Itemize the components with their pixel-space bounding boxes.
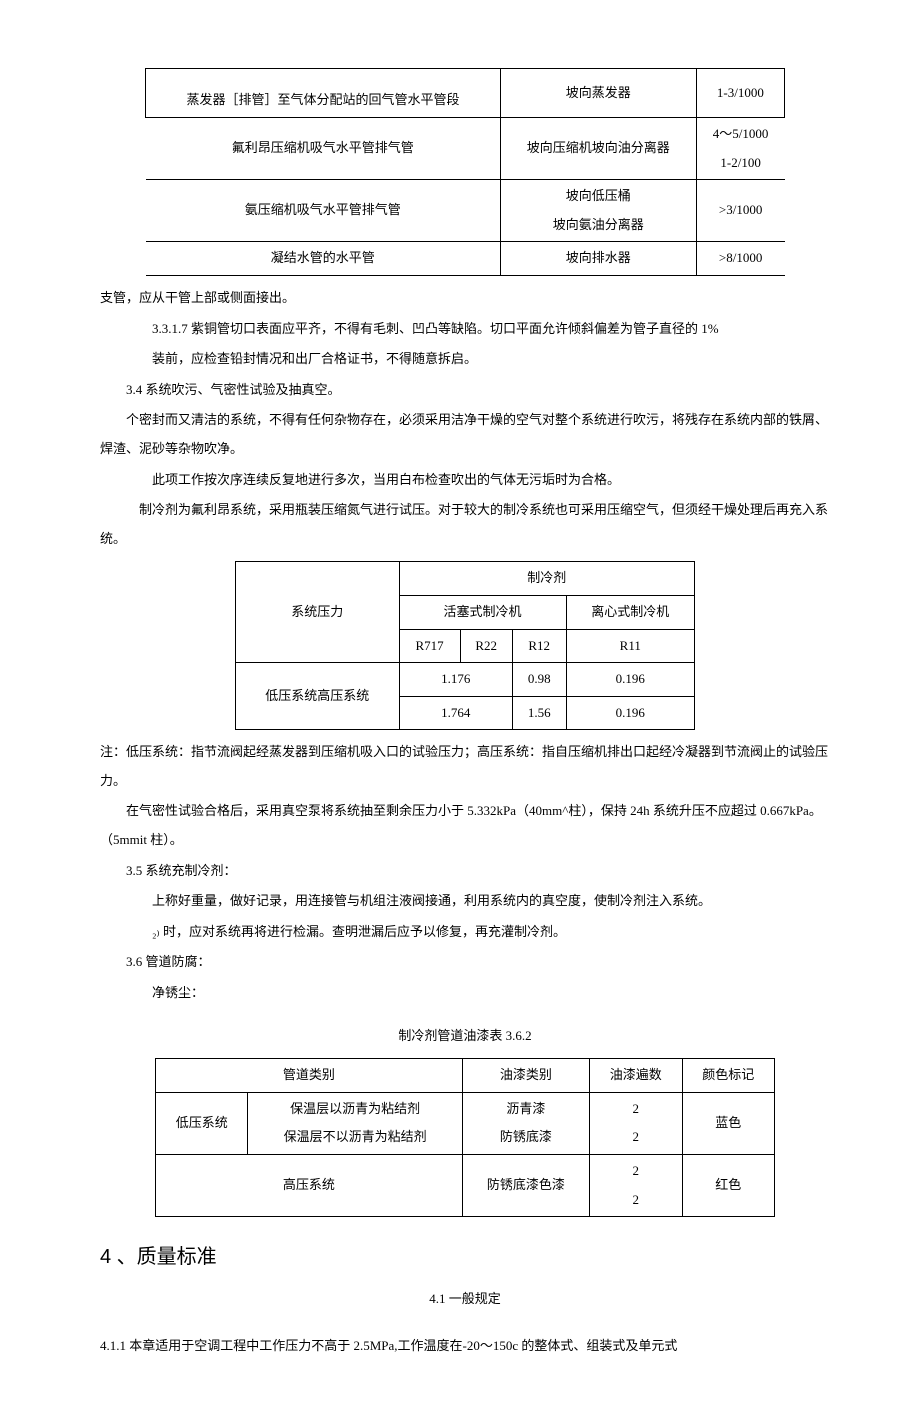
cell: 2 2 bbox=[590, 1092, 682, 1154]
cell: 氨压缩机吸气水平管排气管 bbox=[146, 180, 501, 242]
cell: 红色 bbox=[682, 1155, 774, 1217]
cell: 系统压力 bbox=[236, 562, 400, 663]
section-heading: 3.6 管道防腐： bbox=[126, 948, 830, 977]
subsection-heading: 4.1 一般规定 bbox=[100, 1285, 830, 1314]
cell: 0.98 bbox=[512, 663, 566, 697]
cell: 坡向低压桶 坡向氨油分离器 bbox=[500, 180, 696, 242]
cell: 凝结水管的水平管 bbox=[146, 242, 501, 276]
table-caption: 制冷剂管道油漆表 3.6.2 bbox=[100, 1022, 830, 1051]
paragraph: 上称好重量，做好记录，用连接管与机组注液阀接通，利用系统内的真空度，使制冷剂注入… bbox=[126, 887, 830, 916]
table-paint: 管道类别 油漆类别 油漆遍数 颜色标记 低压系统 保温层以沥青为粘结剂 保温层不… bbox=[155, 1058, 775, 1217]
cell: 蒸发器［排管］至气体分配站的回气管水平管段 bbox=[146, 69, 501, 118]
cell: R22 bbox=[460, 629, 512, 663]
cell: R12 bbox=[512, 629, 566, 663]
paragraph: 个密封而又清洁的系统，不得有任何杂物存在，必须采用洁净干燥的空气对整个系统进行吹… bbox=[100, 406, 830, 463]
cell: 氟利昂压缩机吸气水平管排气管 bbox=[146, 118, 501, 180]
table-row: 蒸发器［排管］至气体分配站的回气管水平管段 坡向蒸发器 1-3/1000 bbox=[146, 69, 785, 118]
cell: 1.764 bbox=[399, 696, 512, 730]
cell: R717 bbox=[399, 629, 460, 663]
cell: >8/1000 bbox=[696, 242, 784, 276]
paragraph: 在气密性试验合格后，采用真空泵将系统抽至剩余压力小于 5.332kPa（40mm… bbox=[100, 797, 830, 854]
cell: 高压系统 bbox=[156, 1155, 463, 1217]
paragraph: 制冷剂为氟利昂系统，采用瓶装压缩氮气进行试压。对于较大的制冷系统也可采用压缩空气… bbox=[100, 496, 830, 553]
cell: 低压系统 bbox=[156, 1092, 248, 1154]
section-heading: 3.5 系统充制冷剂： bbox=[126, 857, 830, 886]
table-row: 凝结水管的水平管 坡向排水器 >8/1000 bbox=[146, 242, 785, 276]
cell: 1-3/1000 bbox=[696, 69, 784, 118]
section-heading: 3.4 系统吹污、气密性试验及抽真空。 bbox=[126, 376, 830, 405]
paragraph: 净锈尘： bbox=[126, 979, 830, 1008]
cell: 油漆类别 bbox=[462, 1059, 589, 1093]
paragraph: 此项工作按次序连续反复地进行多次，当用白布检查吹出的气体无污垢时为合格。 bbox=[126, 466, 830, 495]
cell: 2 2 bbox=[590, 1155, 682, 1217]
cell: 0.196 bbox=[566, 696, 694, 730]
table-row: 管道类别 油漆类别 油漆遍数 颜色标记 bbox=[156, 1059, 775, 1093]
paragraph-note: 注：低压系统：指节流阀起经蒸发器到压缩机吸入口的试验压力；高压系统：指自压缩机排… bbox=[100, 738, 830, 795]
cell: 防锈底漆色漆 bbox=[462, 1155, 589, 1217]
paragraph: 4.1.1 本章适用于空调工程中工作压力不高于 2.5MPa,工作温度在-20～… bbox=[100, 1332, 830, 1361]
cell: 制冷剂 bbox=[399, 562, 694, 596]
cell: >3/1000 bbox=[696, 180, 784, 242]
cell: 1.176 bbox=[399, 663, 512, 697]
table-row: 高压系统 防锈底漆色漆 2 2 红色 bbox=[156, 1155, 775, 1217]
cell: 1.56 bbox=[512, 696, 566, 730]
cell: 保温层以沥青为粘结剂 保温层不以沥青为粘结剂 bbox=[248, 1092, 462, 1154]
paragraph: 3.3.1.7 紫铜管切口表面应平齐，不得有毛刺、凹凸等缺陷。切口平面允许倾斜偏… bbox=[126, 315, 830, 344]
cell: 活塞式制冷机 bbox=[399, 595, 566, 629]
paragraph: 装前，应检查铅封情况和出厂合格证书，不得随意拆启。 bbox=[126, 345, 830, 374]
cell: R11 bbox=[566, 629, 694, 663]
cell: 管道类别 bbox=[156, 1059, 463, 1093]
cell: 低压系统高压系统 bbox=[236, 663, 400, 730]
section-heading-4: 4 、质量标准 bbox=[100, 1235, 830, 1279]
cell: 坡向蒸发器 bbox=[500, 69, 696, 118]
cell: 沥青漆 防锈底漆 bbox=[462, 1092, 589, 1154]
cell: 4～5/1000 1-2/100 bbox=[696, 118, 784, 180]
cell: 坡向排水器 bbox=[500, 242, 696, 276]
table-slope: 蒸发器［排管］至气体分配站的回气管水平管段 坡向蒸发器 1-3/1000 氟利昂… bbox=[145, 68, 785, 276]
cell: 蓝色 bbox=[682, 1092, 774, 1154]
table-row: 系统压力 制冷剂 bbox=[236, 562, 695, 596]
cell: 坡向压缩机坡向油分离器 bbox=[500, 118, 696, 180]
table-pressure: 系统压力 制冷剂 活塞式制冷机 离心式制冷机 R717 R22 R12 R11 … bbox=[235, 561, 695, 730]
cell: 颜色标记 bbox=[682, 1059, 774, 1093]
table-row: 低压系统 保温层以沥青为粘结剂 保温层不以沥青为粘结剂 沥青漆 防锈底漆 2 2… bbox=[156, 1092, 775, 1154]
paragraph: ₂₎ 时，应对系统再将进行检漏。查明泄漏后应予以修复，再充灌制冷剂。 bbox=[126, 918, 830, 947]
table-row: 低压系统高压系统 1.176 0.98 0.196 bbox=[236, 663, 695, 697]
table-row: 氟利昂压缩机吸气水平管排气管 坡向压缩机坡向油分离器 4～5/1000 1-2/… bbox=[146, 118, 785, 180]
cell: 0.196 bbox=[566, 663, 694, 697]
cell: 离心式制冷机 bbox=[566, 595, 694, 629]
cell: 油漆遍数 bbox=[590, 1059, 682, 1093]
paragraph: 支管，应从干管上部或侧面接出。 bbox=[100, 284, 830, 313]
table-row: 氨压缩机吸气水平管排气管 坡向低压桶 坡向氨油分离器 >3/1000 bbox=[146, 180, 785, 242]
